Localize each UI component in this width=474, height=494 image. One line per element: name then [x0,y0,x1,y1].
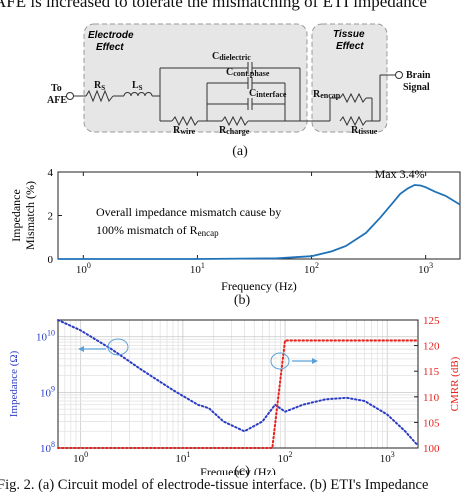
c-cont-phase-label: Ccont.phase [226,67,270,78]
arrow-left-icon [78,346,84,352]
c-dielectric-label: Cdielectric [212,51,251,62]
input-label-1: To [51,83,62,94]
rtissue-resistor [339,115,367,127]
electrode-effect-box [83,23,308,133]
r-charge-label: Rcharge [219,125,250,136]
right-tick-label: 120 [423,341,440,353]
x-tick-label: 103 [418,261,433,276]
x-axis-label: Frequency (Hz) [221,279,297,293]
c-interface-label: Cinterface [249,88,287,99]
electrode-group-title-2: Effect [96,42,124,53]
input-terminal [66,92,74,100]
r-tissue-label: Rtissue [351,125,378,136]
left-tick-label: 108 [40,440,55,455]
y-axis-label-line-1: Impedance [9,189,23,242]
header-text: AFE is increased to tolerate the mismatc… [0,0,427,11]
x-tick-label: 102 [304,261,319,276]
right-tick-label: 115 [423,366,440,378]
rwire-resistor [171,115,199,127]
y-axis-label-line-2: Mismatch (%) [23,181,37,250]
x-tick-group: 100 101 102 103 [73,450,395,465]
output-label-2: Signal [403,82,430,93]
cmrr-marker-ellipse [270,352,290,370]
left-axis-label: Impedance (Ω) [8,350,20,417]
right-tick-label: 105 [423,417,440,429]
right-tick-label: 110 [423,392,440,404]
mismatch-line [58,184,461,260]
rencap-resistor [339,92,367,104]
left-tick-label: 1010 [36,329,55,344]
caption-b: (b) [233,293,251,308]
input-label-2: AFE [47,95,67,106]
x-tick-label: 102 [278,450,293,465]
y-tick-group: 0 2 4 [48,167,62,266]
cmrr-line [57,339,419,449]
right-axis-label: CMRR (dB) [449,356,461,411]
rcharge-resistor [221,115,249,127]
right-tick-label: 125 [423,315,440,327]
impedance-marker-ellipse [107,338,129,356]
right-tick-group: 100 105 110 115 120 125 [414,315,440,455]
x-axis-label: Frequency (Hz) [200,465,276,475]
figure-caption: Fig. 2. (a) Circuit model of electrode-t… [0,477,429,493]
tissue-group-title-1: Tissue [333,29,365,40]
left-tick-label: 109 [40,384,55,399]
caption-a: (a) [232,144,248,159]
y-tick-label: 0 [48,254,54,266]
y-tick-label: 2 [48,211,54,223]
tissue-group-title-2: Effect [336,41,364,52]
circuit-diagram: Electrode Effect Tissue Effect [47,23,431,136]
note-line-2: 100% mismatch of Rencap [96,223,219,238]
impedance-mismatch-chart: 100 101 102 103 0 2 4 Max 3.4% Overall impeda… [9,167,461,293]
caption-c: (c) [234,464,250,479]
electrode-group-title-1: Electrode [88,30,134,41]
x-tick-label: 100 [73,450,88,465]
y-tick-label: 4 [48,167,54,179]
rs-label: RS [94,80,105,92]
x-tick-group: 100 101 102 103 [76,172,433,276]
rs-resistor [85,89,114,103]
arrow-right-icon [312,358,318,364]
r-encap-label: Rencap [313,89,341,100]
x-tick-label: 103 [380,450,395,465]
ls-inductor [123,92,153,97]
ls-label: LS [132,80,143,92]
tissue-effect-box [311,23,388,133]
right-tick-label: 100 [423,443,440,455]
x-tick-label: 100 [76,261,91,276]
r-wire-label: Rwire [173,125,196,136]
max-annotation: Max 3.4% [375,167,425,181]
x-tick-label: 101 [175,450,190,465]
left-tick-group: 108 109 1010 [36,329,55,455]
output-terminal [395,71,403,79]
note-line-1: Overall impedance mismatch cause by [96,205,281,219]
x-tick-label: 101 [190,261,205,276]
output-label-1: Brain [406,70,431,81]
impedance-line [57,319,419,447]
